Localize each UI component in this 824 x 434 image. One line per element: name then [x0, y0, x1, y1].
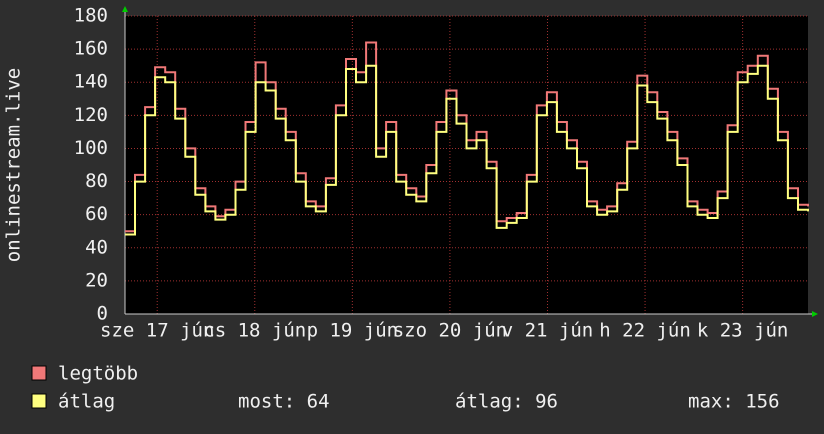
y-tick-label: 0 — [97, 303, 108, 325]
x-tick-label: p 19 jún — [307, 320, 399, 342]
x-tick-label: sze 17 jún — [100, 320, 214, 342]
x-tick-label: h 22 jún — [599, 320, 691, 342]
y-tick-label: 40 — [85, 236, 108, 258]
legend-label: átlag — [58, 391, 115, 413]
y-tick-label: 60 — [85, 203, 108, 225]
y-arrow — [122, 6, 128, 12]
y-tick-label: 140 — [74, 71, 108, 93]
plot-area — [125, 16, 808, 314]
legend-stat: most: 64 — [238, 391, 330, 413]
y-tick-label: 100 — [74, 137, 108, 159]
y-tick-label: 180 — [74, 5, 108, 27]
legend-swatch — [31, 393, 47, 409]
legend-stat: átlag: 96 — [455, 391, 558, 413]
series-line — [125, 64, 809, 236]
x-tick-label: k 23 jún — [697, 320, 789, 342]
x-tick-label: v 21 jún — [502, 320, 594, 342]
y-tick-label: 80 — [85, 170, 108, 192]
y-tick-label: 120 — [74, 104, 108, 126]
legend-swatch — [31, 365, 47, 381]
y-tick-label: 160 — [74, 38, 108, 60]
x-tick-label: cs 18 jún — [203, 320, 306, 342]
legend-stat: max: 156 — [688, 391, 780, 413]
x-tick-label: szo 20 jún — [393, 320, 507, 342]
y-axis-label: onlinestream.live — [3, 68, 25, 262]
legend-label: legtöbb — [58, 363, 138, 385]
x-arrow — [812, 311, 818, 317]
y-tick-label: 20 — [85, 269, 108, 291]
